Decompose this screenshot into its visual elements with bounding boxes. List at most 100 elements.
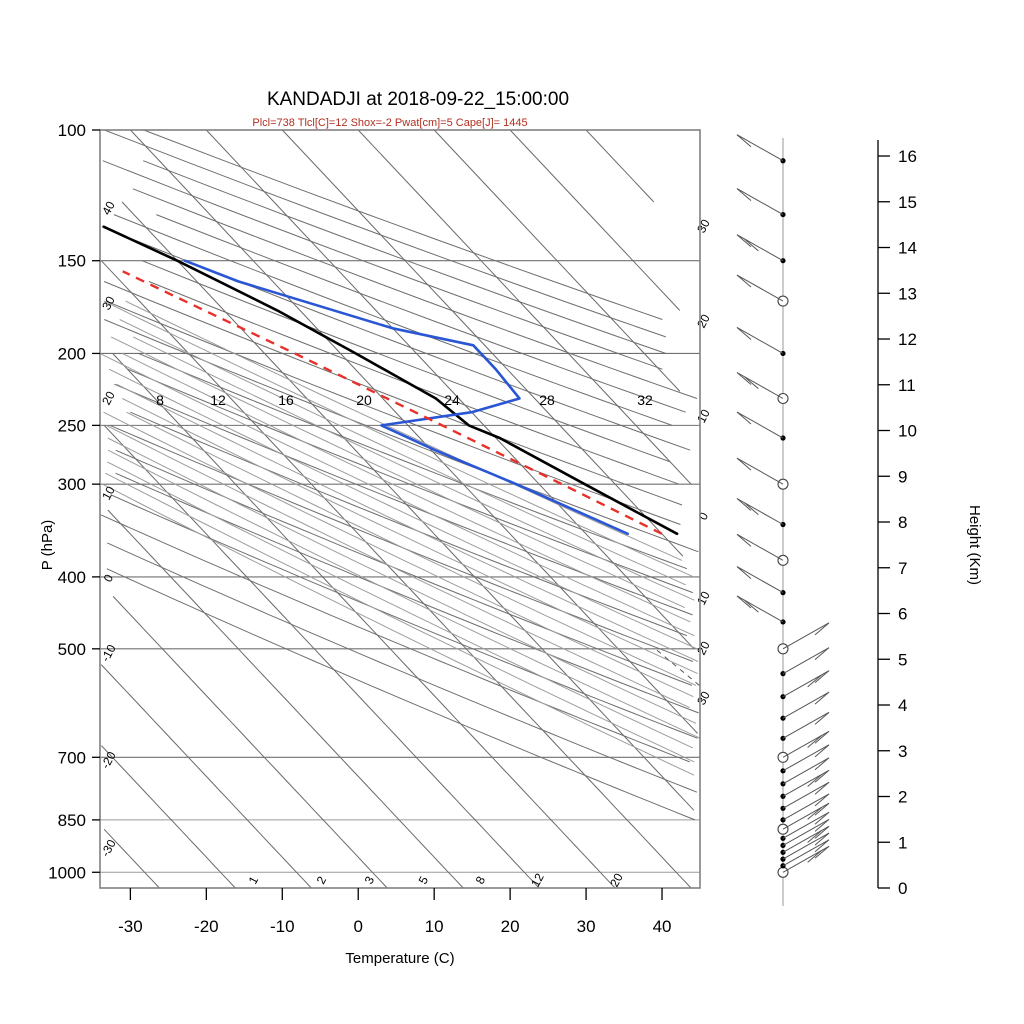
p-tick-label-250: 250: [58, 416, 86, 435]
wind-barb: [782, 832, 830, 860]
wind-barb: [782, 802, 830, 830]
isotherm--60: [112, 353, 616, 889]
isotherm-label-left-30: 30: [99, 294, 118, 313]
moist-adiabat-label-12: 12: [210, 392, 226, 408]
isotherm-label-left-40: 40: [99, 199, 118, 218]
t-tick-label--10: -10: [270, 917, 295, 936]
dewpoint-profile: [183, 259, 630, 536]
isotherm-label-left-20: 20: [99, 389, 118, 408]
moist-adiabat-4: [103, 411, 694, 698]
wind-level-dot: [780, 856, 786, 862]
plot-frame: [99, 129, 701, 889]
p-tick-label-500: 500: [58, 640, 86, 659]
wind-barb: [782, 769, 830, 797]
dry-adiabat-180: [143, 160, 666, 354]
wind-barb: [782, 818, 830, 846]
isotherm-label-right-2: 10: [694, 407, 713, 426]
temperature-profile: [102, 225, 679, 536]
p-tick-label-200: 200: [58, 344, 86, 363]
dry-adiabat--10: [100, 514, 690, 763]
wind-barb: [782, 744, 830, 772]
dry-adiabat-0: [110, 494, 698, 739]
isotherm--100: [100, 664, 312, 889]
isotherm-label-right-5: 20: [694, 639, 713, 658]
dry-adiabat-20: [115, 449, 693, 686]
dry-adiabat-200: [143, 129, 663, 320]
isotherm--10: [281, 129, 684, 557]
dry-adiabat-100: [103, 281, 683, 506]
h-tick-label-9: 9: [898, 467, 907, 486]
isotherm--120: [103, 828, 160, 889]
isotherm-label-right-6: 30: [694, 689, 713, 708]
wind-barb-column: [736, 134, 830, 906]
dry-adiabat-80: [104, 319, 699, 553]
wind-barb: [736, 457, 784, 485]
h-tick-label-1: 1: [898, 833, 907, 852]
height-axis-label: Height (Km): [966, 505, 983, 585]
dry-adiabat-150: [156, 214, 686, 413]
isotherm-label-right-1: 20: [694, 312, 713, 331]
moist-adiabat-label-24: 24: [444, 392, 460, 408]
moist-adiabat-24: [99, 352, 695, 637]
wind-barb: [736, 234, 784, 262]
dry-adiabat-120: [141, 260, 671, 463]
isotherm--40: [121, 201, 695, 811]
wind-barb: [782, 622, 830, 650]
wind-level-dot: [780, 793, 786, 799]
mixing-ratio-label-20: 20: [607, 871, 626, 890]
isotherm-30: [585, 129, 655, 203]
temperature-axis-label: Temperature (C): [345, 950, 454, 967]
isotherm-label-right-4: 10: [694, 589, 713, 608]
wind-barb: [782, 711, 830, 739]
isotherm--90: [112, 596, 388, 889]
p-tick-label-850: 850: [58, 811, 86, 830]
h-tick-label-8: 8: [898, 513, 907, 532]
wind-barb: [782, 793, 830, 821]
dry-adiabat--20: [107, 542, 698, 793]
indices-subtitle: Plcl=738 Tlcl[C]=12 Shox=-2 Pwat[cm]=5 C…: [252, 117, 527, 129]
moist-adiabat-0: [106, 424, 690, 709]
t-tick-label--30: -30: [118, 917, 143, 936]
parcel-profile: [122, 270, 663, 535]
moist-adiabat--12: [107, 461, 694, 749]
wind-level-dot: [780, 715, 786, 721]
isotherm-label-left-10: 10: [99, 484, 118, 503]
wind-barb: [736, 134, 784, 162]
isotherm--110: [101, 745, 236, 889]
wind-barb: [782, 811, 830, 839]
wind-barb: [736, 372, 784, 399]
wind-barb: [782, 757, 830, 785]
t-tick-label-30: 30: [577, 917, 596, 936]
pressure-axis-label: P (hPa): [39, 520, 56, 571]
moist-adiabat--8: [107, 449, 701, 739]
moist-adiabat-label-32: 32: [637, 392, 653, 408]
moist-adiabat-16: [116, 383, 699, 662]
isotherm-20: [509, 129, 681, 311]
h-tick-label-11: 11: [898, 376, 916, 395]
moist-adiabat-44: [103, 300, 694, 578]
wind-barb: [736, 566, 784, 594]
p-tick-label-100: 100: [58, 121, 86, 140]
page-title: KANDADJI at 2018-09-22_15:00:00: [267, 89, 569, 110]
p-tick-label-1000: 1000: [48, 863, 86, 882]
h-tick-label-10: 10: [898, 422, 917, 441]
moist-adiabat-32: [110, 336, 686, 609]
wind-barb: [782, 845, 830, 873]
dry-adiabat-30: [109, 424, 694, 662]
t-tick-label-0: 0: [353, 917, 362, 936]
dry-adiabat-110: [148, 281, 680, 485]
wind-barb: [782, 670, 830, 698]
moist-adiabat-label-20: 20: [356, 392, 372, 408]
dry-adiabat-40: [130, 411, 688, 637]
wind-barb: [782, 781, 830, 809]
p-tick-label-700: 700: [58, 748, 86, 767]
dry-adiabat-170: [102, 160, 663, 370]
moist-adiabat-8: [126, 411, 697, 686]
isotherm-label-right-0: 30: [694, 217, 713, 236]
wind-barb: [736, 188, 784, 216]
h-tick-label-6: 6: [898, 605, 907, 624]
h-tick-label-2: 2: [898, 788, 907, 807]
h-tick-label-3: 3: [898, 742, 907, 761]
